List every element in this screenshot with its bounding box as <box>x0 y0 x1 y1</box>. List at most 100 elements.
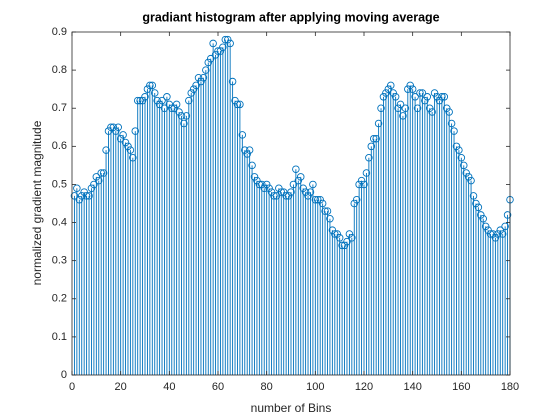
y-tick-label: 0.8 <box>52 64 67 76</box>
stem-marker <box>109 123 118 132</box>
stem-marker <box>102 146 110 154</box>
stem-marker <box>129 154 137 162</box>
stem-marker <box>345 230 354 238</box>
stem-marker <box>447 119 456 128</box>
stem-marker <box>438 93 446 101</box>
stem-marker <box>292 165 300 173</box>
stem-marker <box>175 108 183 116</box>
stem-marker <box>338 241 346 250</box>
stem-marker <box>279 188 288 196</box>
stem-marker <box>209 39 217 48</box>
stem-marker <box>73 184 81 193</box>
stem-marker <box>233 100 242 109</box>
stem-marker <box>340 241 349 250</box>
stem-marker <box>306 188 315 196</box>
stem-marker <box>460 161 468 170</box>
stem-marker <box>416 89 424 97</box>
stem-marker <box>170 104 178 112</box>
stem-marker <box>333 230 341 238</box>
stem-marker <box>189 85 198 93</box>
stem-marker <box>197 77 205 86</box>
stem-marker <box>85 192 93 200</box>
stem-marker <box>387 81 395 90</box>
stem-marker <box>272 192 281 200</box>
stem-marker <box>365 154 373 162</box>
stem-marker <box>352 195 361 204</box>
stem-marker <box>357 176 366 185</box>
stem-marker <box>133 96 142 105</box>
stem-marker <box>299 184 307 193</box>
stem-marker <box>408 85 417 93</box>
stem-marker <box>165 100 174 109</box>
stem-marker <box>80 188 88 196</box>
stem-marker <box>294 176 303 185</box>
stem-marker <box>180 119 188 128</box>
stem-marker <box>124 142 132 151</box>
stem-marker <box>146 81 154 90</box>
y-tick-label: 0 <box>61 369 67 381</box>
stem-marker <box>168 104 176 112</box>
stem-marker <box>389 89 397 97</box>
stem-marker <box>99 169 108 177</box>
stem-marker <box>97 169 105 177</box>
stem-marker <box>250 173 259 181</box>
stem-marker <box>226 39 234 48</box>
stem-marker <box>221 35 230 44</box>
stem-marker <box>494 230 502 238</box>
stem-marker <box>348 234 356 242</box>
stem-marker <box>428 108 436 116</box>
stem-marker <box>241 146 249 154</box>
stem-marker <box>131 127 140 135</box>
stem-marker <box>328 226 337 234</box>
stem-marker <box>126 146 135 154</box>
stem-marker <box>411 93 419 101</box>
stem-marker <box>160 104 169 112</box>
stem-marker <box>335 234 344 242</box>
stem-marker <box>350 199 359 208</box>
stem-marker <box>452 142 461 151</box>
stem-marker <box>163 93 171 101</box>
stem-marker <box>484 226 492 234</box>
stem-marker <box>435 96 444 105</box>
stem-marker <box>121 138 130 147</box>
stem-marker <box>321 207 329 215</box>
stem-marker <box>185 96 193 105</box>
stem-marker <box>491 234 500 242</box>
y-tick-label: 0.9 <box>52 26 67 38</box>
stem-marker <box>467 176 475 185</box>
x-tick-label: 160 <box>452 381 470 393</box>
stem-marker <box>433 93 441 101</box>
y-tick-label: 0.2 <box>52 293 67 305</box>
stem-marker <box>316 195 324 204</box>
stem-marker <box>323 207 332 215</box>
stem-marker <box>141 93 149 101</box>
stem-marker <box>481 222 490 231</box>
stem-marker <box>372 134 380 143</box>
stem-marker <box>255 180 264 189</box>
stem-marker <box>114 123 122 132</box>
stem-marker <box>253 176 261 185</box>
stem-marker <box>469 192 478 200</box>
stem-marker <box>119 131 127 139</box>
stem-marker <box>289 180 298 189</box>
stem-marker <box>248 161 256 170</box>
stem-marker <box>401 104 410 112</box>
stem-marker <box>214 47 222 55</box>
stem-marker <box>206 54 215 63</box>
stem-marker <box>143 85 152 93</box>
stem-marker <box>382 89 390 97</box>
stem-marker <box>331 230 339 238</box>
stem-marker <box>202 66 210 74</box>
stem-marker <box>238 131 247 139</box>
stem-marker <box>379 93 388 101</box>
stem-marker <box>474 203 483 212</box>
stem-marker <box>70 192 79 200</box>
stem-marker <box>355 180 363 189</box>
stem-marker <box>75 195 84 204</box>
stem-marker <box>423 93 432 101</box>
stem-marker <box>277 188 286 196</box>
stem-marker <box>296 173 305 181</box>
stem-marker <box>116 134 125 143</box>
stem-marker <box>270 192 278 200</box>
